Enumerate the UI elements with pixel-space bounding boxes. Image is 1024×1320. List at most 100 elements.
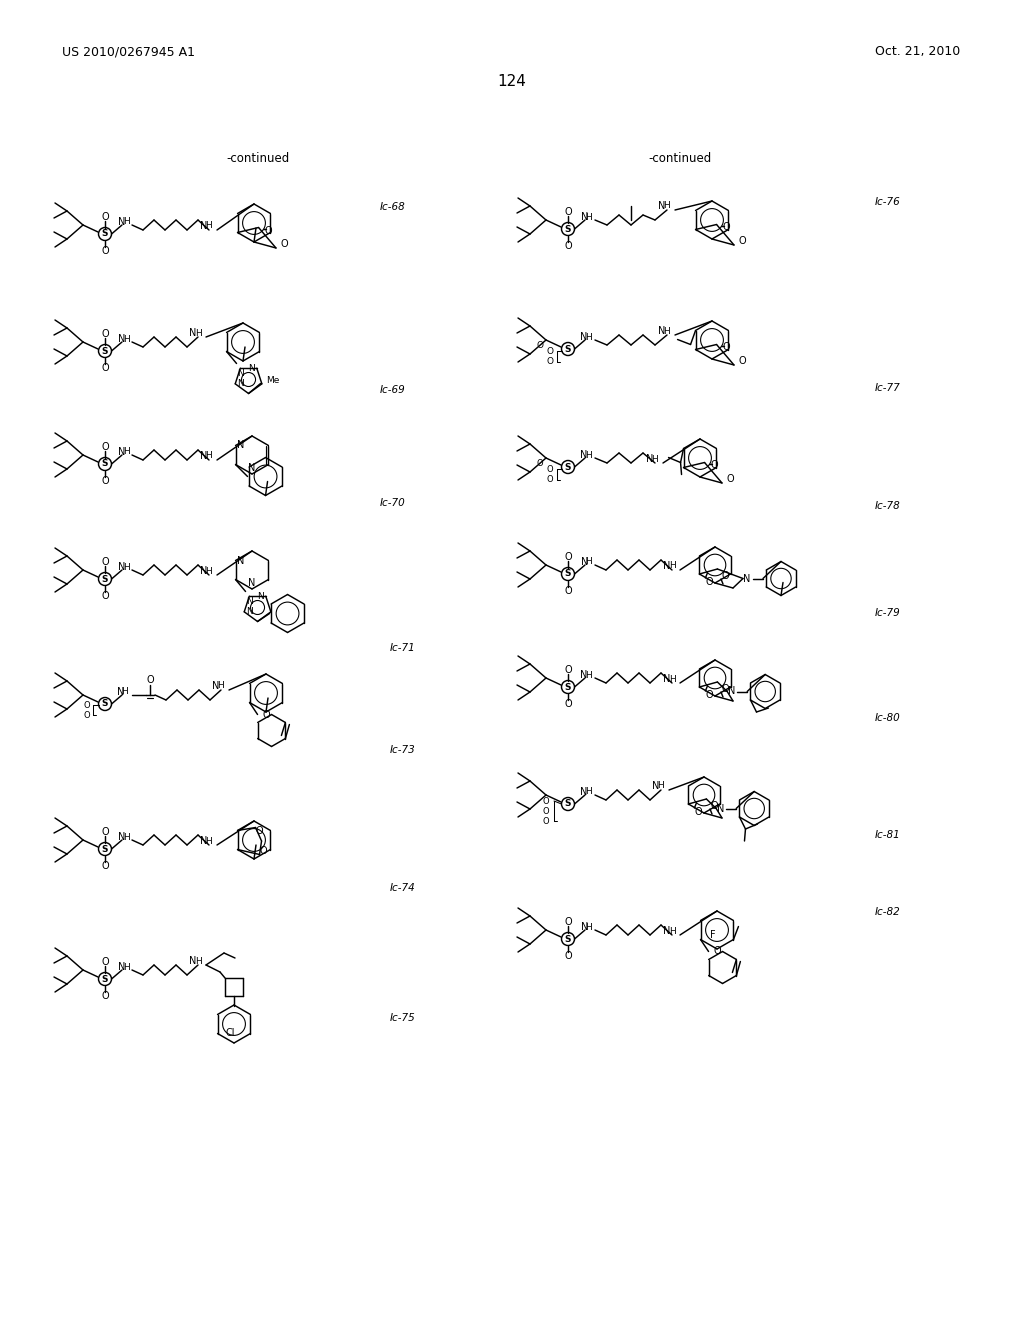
Text: H: H (585, 333, 592, 342)
Text: N: N (743, 573, 751, 583)
Text: H: H (669, 561, 676, 570)
Text: H: H (585, 450, 592, 459)
Text: H: H (123, 218, 129, 227)
Text: O: O (738, 236, 745, 246)
Text: O: O (537, 341, 544, 350)
Text: O: O (564, 665, 571, 675)
Text: H: H (586, 557, 592, 566)
Text: O: O (711, 801, 718, 810)
Text: O: O (543, 817, 549, 825)
Text: N: N (201, 836, 208, 846)
Text: N: N (119, 562, 126, 572)
Text: O: O (146, 675, 154, 685)
Text: N: N (237, 441, 245, 450)
Text: O: O (564, 950, 571, 961)
Text: S: S (565, 224, 571, 234)
Text: O: O (564, 552, 571, 562)
Text: N: N (664, 561, 671, 572)
Text: N: N (119, 832, 126, 842)
Text: N: N (189, 327, 197, 338)
Text: S: S (565, 345, 571, 354)
Text: S: S (101, 459, 109, 469)
Text: S: S (101, 974, 109, 983)
Text: O: O (101, 442, 109, 451)
Text: H: H (585, 788, 592, 796)
Text: F: F (711, 931, 716, 940)
Text: O: O (723, 342, 730, 352)
Text: S: S (565, 800, 571, 808)
Text: US 2010/0267945 A1: US 2010/0267945 A1 (62, 45, 195, 58)
Text: Ic-69: Ic-69 (379, 385, 406, 395)
Text: Ic-80: Ic-80 (874, 713, 900, 723)
Text: H: H (195, 329, 202, 338)
Text: N: N (237, 379, 244, 388)
Text: H: H (586, 923, 592, 932)
Text: N: N (248, 463, 256, 473)
Text: Ic-81: Ic-81 (874, 830, 900, 840)
Text: N: N (717, 804, 724, 813)
Text: Ic-74: Ic-74 (389, 883, 415, 894)
Text: N: N (581, 333, 588, 342)
Text: H: H (206, 222, 212, 231)
Text: O: O (101, 557, 109, 568)
Text: S: S (101, 700, 109, 709)
Text: N: N (727, 686, 735, 697)
Text: N: N (212, 681, 220, 690)
Text: H: H (657, 781, 665, 791)
Text: 124: 124 (498, 74, 526, 90)
Text: S: S (565, 935, 571, 944)
Text: O: O (265, 226, 272, 235)
Text: O: O (101, 991, 109, 1001)
Text: N: N (646, 454, 653, 465)
Text: H: H (122, 688, 128, 697)
Text: O: O (101, 477, 109, 486)
Text: O: O (564, 917, 571, 927)
Text: Ic-70: Ic-70 (379, 498, 406, 508)
Text: O: O (543, 796, 549, 805)
Text: S: S (101, 230, 109, 239)
Text: N: N (201, 451, 208, 461)
Text: Ic-76: Ic-76 (874, 197, 900, 207)
Text: O: O (547, 465, 553, 474)
Text: O: O (256, 826, 263, 837)
Text: H: H (664, 326, 671, 335)
Text: O: O (564, 207, 571, 216)
Text: N: N (118, 686, 125, 697)
Text: N: N (246, 607, 253, 616)
Text: O: O (714, 946, 721, 957)
Text: O: O (84, 710, 90, 719)
Text: Ic-68: Ic-68 (379, 202, 406, 213)
Text: O: O (711, 461, 719, 470)
Text: N: N (664, 675, 671, 684)
Text: N: N (119, 216, 126, 227)
Text: H: H (218, 681, 224, 690)
Text: N: N (582, 213, 589, 222)
Text: N: N (119, 447, 126, 457)
Text: O: O (281, 239, 288, 249)
Text: N: N (248, 578, 256, 587)
Text: O: O (101, 828, 109, 837)
Text: O: O (547, 346, 554, 355)
Text: H: H (123, 833, 129, 842)
Text: S: S (565, 462, 571, 471)
Text: N: N (119, 334, 126, 345)
Text: O: O (547, 358, 554, 367)
Text: O: O (721, 572, 729, 581)
Text: N: N (257, 591, 264, 601)
Text: Ic-82: Ic-82 (874, 907, 900, 917)
Text: O: O (101, 246, 109, 256)
Text: S: S (565, 682, 571, 692)
Text: H: H (669, 927, 676, 936)
Text: Ic-77: Ic-77 (874, 383, 900, 393)
Text: N: N (581, 787, 588, 797)
Text: O: O (706, 577, 714, 587)
Text: S: S (101, 845, 109, 854)
Text: O: O (721, 684, 729, 694)
Text: H: H (206, 837, 212, 846)
Text: O: O (706, 690, 714, 700)
Text: O: O (726, 474, 734, 484)
Text: N: N (664, 927, 671, 936)
Text: N: N (249, 364, 255, 372)
Text: O: O (537, 458, 544, 467)
Text: H: H (206, 566, 212, 576)
